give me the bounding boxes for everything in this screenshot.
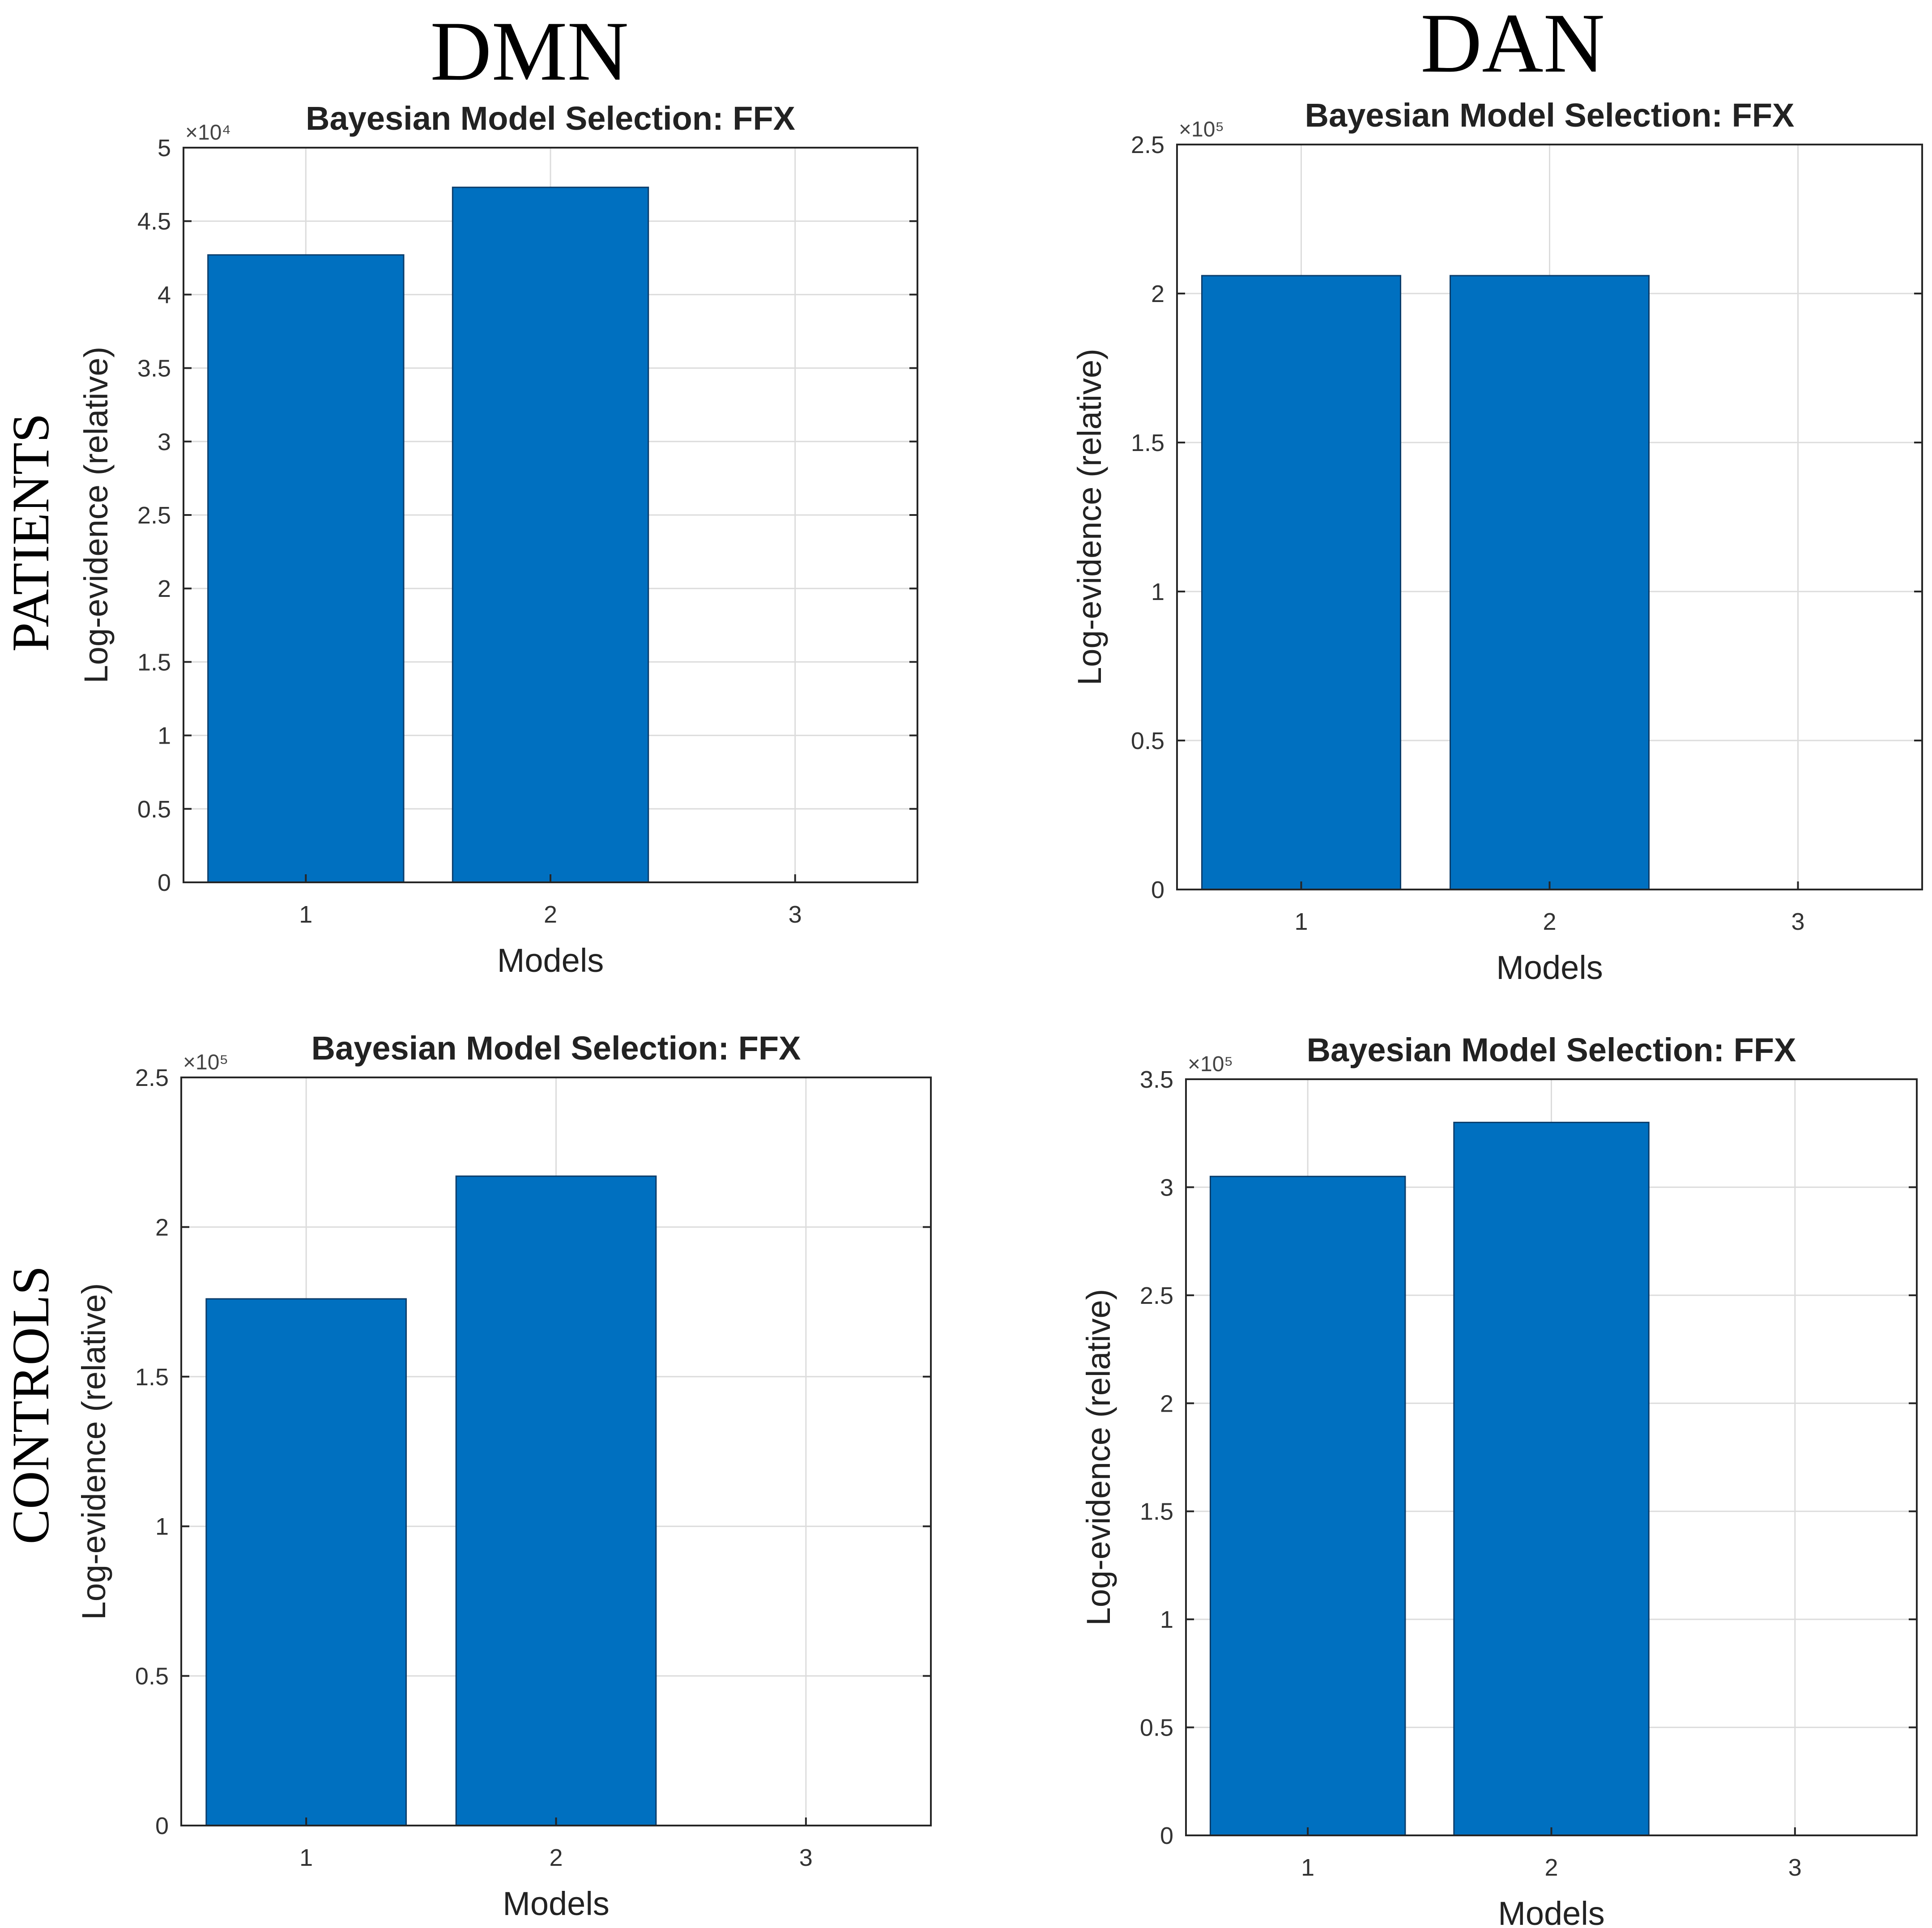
y-tick-label: 0 <box>155 1813 169 1839</box>
y-tick-label: 5 <box>158 135 171 162</box>
x-tick-label: 1 <box>299 1844 313 1871</box>
y-tick-label: 0.5 <box>135 1663 169 1690</box>
x-tick-label: 1 <box>299 901 312 928</box>
y-tick-label: 2 <box>158 575 171 602</box>
bar-model-2 <box>455 1175 657 1826</box>
x-axis-label: Models <box>1498 1895 1605 1928</box>
axis-exponent-label: ×10⁵ <box>183 1051 228 1074</box>
x-axis-label: Models <box>503 1885 610 1922</box>
x-tick-label: 1 <box>1301 1854 1314 1881</box>
x-tick-label: 2 <box>549 1844 563 1871</box>
y-tick-label: 4 <box>158 281 171 308</box>
row-title-patients: PATIENTS <box>1 413 60 651</box>
bar-model-2 <box>452 187 649 883</box>
y-tick-label: 0.5 <box>1140 1715 1173 1741</box>
x-tick-label: 3 <box>1791 908 1804 935</box>
axis-exponent-label: ×10⁴ <box>185 121 231 145</box>
x-axis-label: Models <box>497 942 604 979</box>
chart-title: Bayesian Model Selection: FFX <box>306 100 795 137</box>
x-tick-label: 1 <box>1294 908 1308 935</box>
x-tick-label: 2 <box>544 901 557 928</box>
y-tick-label: 0 <box>1160 1822 1173 1849</box>
column-title-dan: DAN <box>1420 0 1605 90</box>
y-tick-label: 1 <box>158 723 171 749</box>
chart-patients-dan: 0 0.5 1 1.5 2 2.5 1 2 3 ×10⁵ Bayesian Model Select… <box>1071 97 1923 986</box>
y-axis-label: Log-evidence (relative) <box>1071 349 1108 685</box>
y-tick-label: 3.5 <box>137 355 171 382</box>
y-tick-label: 3.5 <box>1140 1066 1173 1093</box>
y-tick-label: 1 <box>1160 1606 1173 1633</box>
y-tick-label: 1.5 <box>135 1364 169 1391</box>
y-axis-label: Log-evidence (relative) <box>75 1283 112 1620</box>
chart-patients-dmn: 0 0.5 1 1.5 2 2.5 3 3.5 4 4.5 5 1 2 3 ×10⁴ Bayesian Mod… <box>77 100 918 979</box>
x-tick-label: 3 <box>799 1844 813 1871</box>
chart-title: Bayesian Model Selection: FFX <box>1307 1031 1796 1068</box>
bar-model-2 <box>1450 275 1650 890</box>
bar-model-1 <box>1201 275 1401 890</box>
y-axis-label: Log-evidence (relative) <box>77 347 115 684</box>
bar-model-1 <box>1209 1175 1406 1836</box>
y-tick-label: 1.5 <box>1131 430 1164 456</box>
chart-controls-dmn: 0 0.5 1 1.5 2 2.5 1 2 3 ×10⁵ Bayesian Model Select… <box>75 1030 932 1922</box>
axis-exponent-label: ×10⁵ <box>1188 1052 1233 1076</box>
x-tick-label: 2 <box>1543 908 1556 935</box>
x-tick-label: 2 <box>1544 1854 1558 1881</box>
x-tick-label: 3 <box>789 901 802 928</box>
y-tick-label: 0 <box>158 869 171 896</box>
bar-model-1 <box>207 254 405 883</box>
y-tick-label: 2.5 <box>135 1064 169 1091</box>
bar-model-2 <box>1453 1122 1650 1836</box>
x-axis-label: Models <box>1496 949 1603 986</box>
y-tick-label: 1.5 <box>137 649 171 676</box>
chart-title: Bayesian Model Selection: FFX <box>311 1030 801 1067</box>
y-tick-label: 2.5 <box>137 502 171 529</box>
y-tick-label: 2.5 <box>1131 132 1164 158</box>
bar-model-1 <box>205 1298 407 1826</box>
chart-panels: 0 0.5 1 1.5 2 2.5 3 3.5 4 4.5 5 1 2 3 ×10⁴ Bayesian Mod… <box>75 97 1923 1928</box>
y-tick-label: 0 <box>1151 877 1164 903</box>
y-tick-label: 3 <box>158 429 171 455</box>
chart-controls-dan: 0 0.5 1 1.5 2 2.5 3 3.5 1 2 3 ×10⁵ Bayesian Model Se… <box>1080 1031 1918 1928</box>
y-axis-label: Log-evidence (relative) <box>1080 1289 1117 1626</box>
y-tick-label: 0.5 <box>137 796 171 823</box>
y-tick-label: 2 <box>155 1214 169 1241</box>
row-title-controls: CONTROLS <box>1 1266 60 1545</box>
y-tick-label: 2 <box>1160 1390 1173 1417</box>
y-tick-label: 1.5 <box>1140 1498 1173 1525</box>
y-tick-label: 2 <box>1151 281 1164 307</box>
column-title-dmn: DMN <box>430 4 628 98</box>
y-tick-label: 0.5 <box>1131 728 1164 754</box>
y-tick-label: 1 <box>155 1513 169 1540</box>
y-tick-label: 2.5 <box>1140 1282 1173 1309</box>
chart-title: Bayesian Model Selection: FFX <box>1305 97 1795 134</box>
x-tick-label: 3 <box>1788 1854 1802 1881</box>
y-tick-label: 4.5 <box>137 208 171 235</box>
axis-exponent-label: ×10⁵ <box>1179 118 1224 141</box>
y-tick-label: 1 <box>1151 579 1164 605</box>
y-tick-label: 3 <box>1160 1174 1173 1201</box>
